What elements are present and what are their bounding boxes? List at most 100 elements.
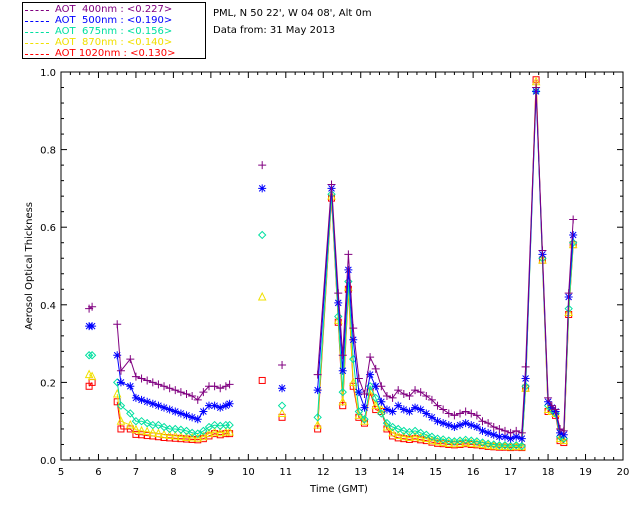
data-point: [433, 436, 442, 446]
data-point: [483, 439, 493, 448]
data-point: [165, 384, 174, 393]
data-point: [199, 407, 208, 416]
data-point: [225, 426, 234, 436]
data-point: [393, 424, 403, 434]
data-point: [221, 382, 230, 391]
data-point: [348, 377, 358, 386]
data-point: [171, 386, 180, 395]
data-point: [160, 403, 169, 412]
series-1: [85, 87, 578, 443]
data-point: [461, 435, 470, 445]
data-point: [371, 364, 380, 373]
data-point: [165, 430, 174, 440]
data-point: [422, 430, 431, 439]
data-point: [199, 431, 208, 441]
data-point: [371, 382, 380, 391]
legend-entry-500nm: AOT 500nm : <0.190>: [23, 15, 207, 27]
data-point: [225, 420, 234, 430]
data-point: [354, 374, 363, 383]
x-tick-label: 13: [354, 467, 367, 478]
data-point: [344, 277, 353, 286]
data-point: [193, 433, 203, 442]
data-point: [495, 441, 504, 450]
data-point: [210, 426, 219, 436]
data-point: [461, 407, 470, 416]
data-point: [399, 390, 408, 399]
data-point: [182, 390, 191, 399]
data-point: [216, 384, 225, 393]
data-point: [257, 230, 267, 240]
y-tick-label: 1.0: [40, 68, 56, 79]
data-point: [489, 440, 498, 449]
data-point: [405, 432, 414, 441]
data-point: [532, 83, 541, 92]
data-point: [204, 428, 214, 438]
x-axis-label: Time (GMT): [309, 484, 368, 495]
data-point: [512, 426, 521, 435]
data-point: [313, 386, 322, 395]
data-point: [142, 418, 152, 428]
x-tick-label: 6: [95, 467, 101, 478]
data-point: [421, 433, 431, 443]
data-point: [422, 391, 431, 400]
data-point: [126, 355, 135, 364]
data-point: [88, 302, 97, 311]
data-point: [131, 372, 140, 381]
data-point: [517, 434, 526, 443]
x-tick-label: 16: [467, 467, 480, 478]
data-point: [199, 388, 208, 397]
data-point: [137, 425, 146, 435]
data-point: [439, 419, 448, 428]
x-tick-label: 10: [242, 467, 255, 478]
data-point: [338, 396, 348, 406]
data-point: [257, 291, 267, 301]
data-point: [394, 401, 403, 410]
x-tick-label: 8: [170, 467, 176, 478]
data-point: [354, 388, 363, 397]
data-point: [131, 416, 141, 426]
data-point: [143, 376, 152, 385]
data-point: [360, 403, 369, 412]
data-point: [354, 410, 364, 419]
data-point: [472, 411, 481, 420]
data-point: [116, 378, 125, 387]
data-point: [489, 430, 498, 439]
series-0: [85, 83, 578, 437]
data-point: [559, 426, 568, 435]
data-point: [512, 441, 521, 450]
data-point: [165, 424, 174, 434]
data-point: [314, 425, 322, 433]
data-point: [187, 432, 197, 442]
data-point: [489, 423, 498, 432]
series-4: [85, 76, 577, 452]
y-tick-label: 0.4: [40, 301, 56, 312]
data-point: [517, 428, 526, 437]
data-point: [87, 351, 97, 360]
y-tick-label: 0.2: [40, 378, 56, 389]
data-point: [360, 415, 369, 424]
data-point: [478, 426, 487, 435]
data-point: [116, 416, 126, 425]
data-point: [556, 424, 565, 433]
data-point: [410, 431, 420, 441]
data-point: [188, 391, 197, 400]
data-point: [382, 405, 391, 414]
data-point: [210, 401, 219, 410]
legend-entry-870nm: AOT 870nm : <0.140>: [23, 37, 207, 49]
data-point: [225, 380, 234, 389]
data-point: [382, 391, 391, 400]
data-point: [131, 424, 141, 434]
x-tick-label: 9: [208, 467, 214, 478]
data-point: [171, 407, 180, 416]
data-point: [88, 322, 97, 331]
data-point: [313, 419, 322, 429]
data-point: [467, 421, 476, 430]
data-point: [500, 441, 510, 450]
data-point: [117, 425, 125, 433]
data-point: [148, 399, 157, 408]
series-2: [84, 87, 578, 451]
data-point: [170, 430, 180, 440]
data-point: [427, 395, 436, 404]
data-point: [416, 428, 425, 438]
